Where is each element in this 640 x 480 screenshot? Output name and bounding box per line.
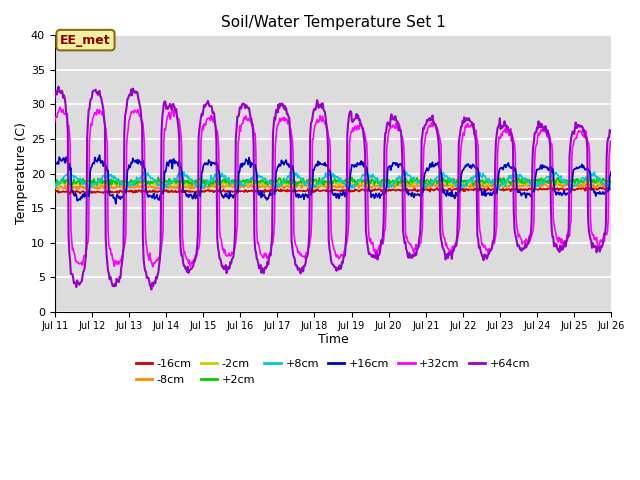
Y-axis label: Temperature (C): Temperature (C) bbox=[15, 122, 28, 225]
Title: Soil/Water Temperature Set 1: Soil/Water Temperature Set 1 bbox=[221, 15, 445, 30]
Text: EE_met: EE_met bbox=[60, 34, 111, 47]
X-axis label: Time: Time bbox=[317, 333, 348, 346]
Legend: -16cm, -8cm, -2cm, +2cm, +8cm, +16cm, +32cm, +64cm: -16cm, -8cm, -2cm, +2cm, +8cm, +16cm, +3… bbox=[131, 355, 534, 389]
